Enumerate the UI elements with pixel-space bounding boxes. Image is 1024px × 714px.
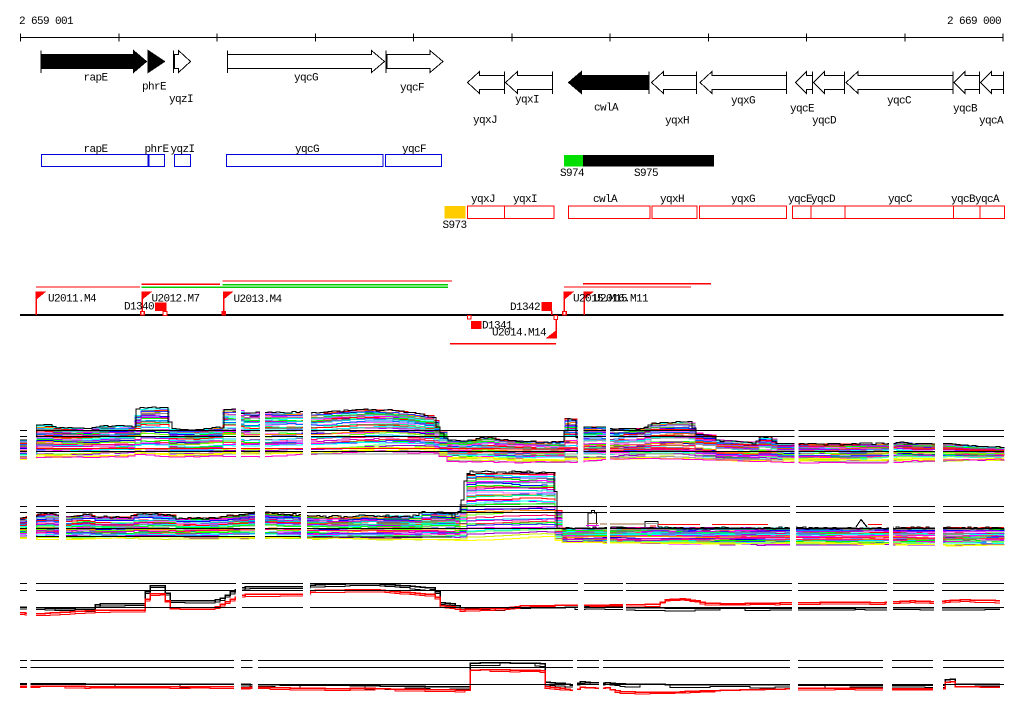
svg-text:yqcA: yqcA xyxy=(979,116,1004,128)
svg-text:U2013.M4: U2013.M4 xyxy=(234,294,283,306)
svg-text:yqcA: yqcA xyxy=(975,194,1000,206)
svg-text:yqcB: yqcB xyxy=(953,104,978,116)
svg-text:yqxG: yqxG xyxy=(731,96,755,108)
svg-text:yqxH: yqxH xyxy=(665,116,689,128)
svg-text:U2015.M15: U2015.M15 xyxy=(573,294,627,306)
svg-text:yqcF: yqcF xyxy=(400,83,424,95)
svg-text:phrE: phrE xyxy=(145,144,170,156)
svg-text:2 659 001: 2 659 001 xyxy=(19,16,74,28)
svg-text:D1342: D1342 xyxy=(510,302,540,314)
svg-text:yqcF: yqcF xyxy=(402,144,426,156)
svg-text:cwlA: cwlA xyxy=(593,194,618,206)
svg-text:yqxG: yqxG xyxy=(731,194,755,206)
svg-text:yqcC: yqcC xyxy=(888,194,913,206)
svg-text:S974: S974 xyxy=(560,168,585,180)
svg-text:yqcG: yqcG xyxy=(294,73,318,85)
svg-text:yqzI: yqzI xyxy=(169,94,193,106)
svg-text:S975: S975 xyxy=(634,168,658,180)
svg-text:yqxI: yqxI xyxy=(515,95,539,107)
svg-text:S973: S973 xyxy=(443,220,467,232)
svg-text:yqcD: yqcD xyxy=(812,116,837,128)
svg-text:U2014.M14: U2014.M14 xyxy=(492,328,547,340)
svg-text:yqcE: yqcE xyxy=(788,194,813,206)
svg-text:yqcD: yqcD xyxy=(811,194,836,206)
svg-text:yqzI: yqzI xyxy=(171,144,195,156)
svg-text:D1340: D1340 xyxy=(124,302,154,314)
svg-text:yqcE: yqcE xyxy=(790,104,815,116)
svg-text:D1341: D1341 xyxy=(482,321,513,333)
svg-text:yqxJ: yqxJ xyxy=(473,115,497,127)
svg-text:yqxH: yqxH xyxy=(660,194,684,206)
svg-text:rapE: rapE xyxy=(84,144,109,156)
svg-text:yqcG: yqcG xyxy=(295,144,319,156)
svg-text:2 669 000: 2 669 000 xyxy=(947,16,1001,28)
svg-text:U2011.M4: U2011.M4 xyxy=(48,294,97,306)
svg-text:rapE: rapE xyxy=(84,73,109,85)
svg-text:U2016.M11: U2016.M11 xyxy=(594,294,649,306)
svg-text:yqcB: yqcB xyxy=(951,194,976,206)
svg-text:yqxJ: yqxJ xyxy=(471,194,495,206)
svg-text:cwlA: cwlA xyxy=(594,103,619,115)
svg-text:yqcC: yqcC xyxy=(887,96,912,108)
svg-text:yqxI: yqxI xyxy=(513,194,537,206)
svg-text:phrE: phrE xyxy=(142,82,167,94)
